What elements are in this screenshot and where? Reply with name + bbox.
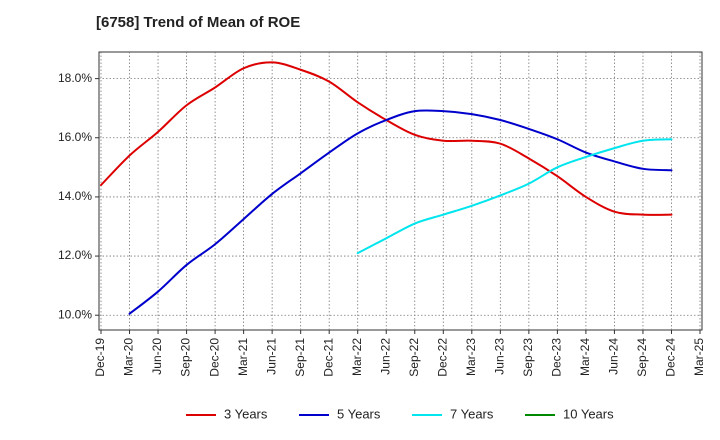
x-tick-label: Mar-23 [464,338,478,376]
x-axis: Dec-19 Mar-20 Jun-20 Sep-20 Dec-20 Mar-21 Jun-… [93,330,706,377]
x-tick-label: Dec-19 [93,338,107,377]
y-tick-label: 16.0% [58,130,92,144]
series-line-5-years [128,109,673,315]
x-tick-label: Jun-24 [607,338,621,375]
y-tick-label: 12.0% [58,248,92,262]
legend-label-3-years: 3 Years [224,406,268,421]
legend-label-7-years: 7 Years [450,406,494,421]
x-tick-label: Jun-20 [150,338,164,375]
x-tick-label: Dec-23 [550,338,564,377]
x-tick-label: Jun-22 [378,338,392,375]
x-tick-label: Sep-24 [635,338,649,377]
grid-layer [99,52,702,330]
series-layer [100,61,673,315]
legend-label-10-years: 10 Years [563,406,614,421]
y-axis: 10.0% 12.0% 14.0% 16.0% 18.0% [58,71,99,321]
x-tick-label: Mar-25 [692,338,706,376]
x-tick-label: Sep-22 [407,338,421,377]
x-tick-label: Mar-20 [122,338,136,376]
y-tick-label: 18.0% [58,71,92,85]
x-tick-label: Sep-23 [521,338,535,377]
x-tick-label: Sep-21 [293,338,307,377]
series-line-7-years [356,138,673,255]
x-tick-label: Dec-21 [321,338,335,377]
x-tick-label: Dec-22 [435,338,449,377]
y-tick-label: 14.0% [58,189,92,203]
chart-title: [6758] Trend of Mean of ROE [96,14,301,31]
x-tick-label: Jun-23 [493,338,507,375]
x-tick-label: Dec-20 [207,338,221,377]
x-tick-label: Sep-20 [179,338,193,377]
x-tick-label: Mar-22 [350,338,364,376]
legend-label-5-years: 5 Years [337,406,381,421]
x-tick-label: Mar-21 [236,338,250,376]
plot-area [98,51,703,331]
x-tick-label: Jun-21 [264,338,278,375]
legend: 3 Years 5 Years 7 Years 10 Years [186,406,614,421]
y-tick-label: 10.0% [58,307,92,321]
x-tick-label: Mar-24 [578,338,592,376]
x-tick-label: Dec-24 [664,338,678,377]
